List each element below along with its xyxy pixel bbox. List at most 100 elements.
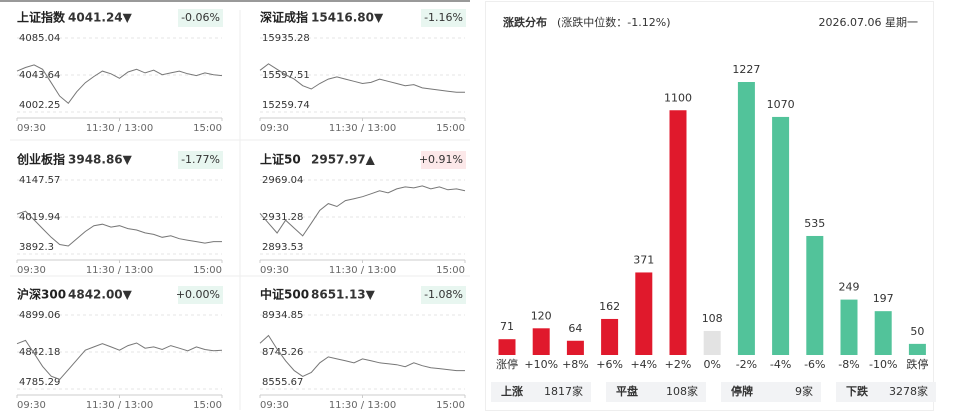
- y-tick-label: 8745.26: [262, 347, 303, 358]
- index-change: -1.08%: [424, 288, 463, 301]
- index-price: 2957.97▲: [311, 153, 376, 167]
- category-label: +2%: [665, 358, 692, 371]
- y-tick-label: 4002.25: [19, 100, 60, 111]
- x-tick-label: 11:30 / 13:00: [329, 265, 396, 276]
- y-tick-label: 4085.04: [19, 33, 60, 44]
- x-tick-label: 09:30: [17, 123, 46, 134]
- bar: [532, 328, 550, 355]
- category-label: -6%: [804, 358, 825, 371]
- y-tick-label: 4842.18: [19, 347, 60, 358]
- index-price: 8651.13▼: [311, 288, 376, 302]
- category-label: +4%: [630, 358, 657, 371]
- y-tick-label: 15935.28: [262, 33, 310, 44]
- change-box: [178, 9, 223, 27]
- x-tick-label: 15:00: [436, 400, 465, 411]
- left-panel: [0, 0, 470, 415]
- x-tick-label: 09:30: [260, 265, 289, 276]
- y-tick-label: 8934.85: [262, 310, 303, 321]
- bar: [703, 330, 721, 355]
- index-price: 4842.00▼: [68, 288, 133, 302]
- index-change: -1.77%: [181, 153, 220, 166]
- index-change: -1.16%: [424, 11, 463, 24]
- price-line: [259, 185, 466, 237]
- category-label: -10%: [869, 358, 897, 371]
- y-tick-label: 4019.94: [19, 212, 60, 223]
- bar: [840, 299, 858, 355]
- index-name: 中证500: [260, 287, 309, 302]
- x-tick-label: 09:30: [260, 123, 289, 134]
- date: 2026.07.06 星期一: [819, 16, 918, 29]
- price-line: [16, 339, 223, 380]
- summary-value: 3278家: [889, 384, 928, 398]
- bar-value-label: 1100: [664, 91, 692, 104]
- x-tick-label: 15:00: [436, 123, 465, 134]
- bar-value-label: 120: [531, 309, 552, 322]
- bar-value-label: 162: [599, 300, 620, 313]
- bar-value-label: 50: [910, 325, 924, 338]
- index-change: +0.00%: [176, 288, 220, 301]
- x-tick-label: 11:30 / 13:00: [86, 400, 153, 411]
- summary-value: 108家: [666, 384, 698, 398]
- index-price: 4041.24▼: [68, 11, 133, 25]
- bar: [772, 116, 790, 355]
- price-line: [259, 334, 465, 377]
- price-line: [16, 64, 223, 105]
- bar-value-label: 535: [804, 217, 825, 230]
- x-tick-label: 15:00: [193, 265, 222, 276]
- index-name: 创业板指: [16, 152, 65, 167]
- bar: [737, 82, 755, 355]
- change-box: [421, 9, 466, 27]
- bar-value-label: 371: [633, 253, 654, 266]
- summary-label: 停牌: [731, 384, 753, 398]
- summary-box: [606, 382, 706, 402]
- x-tick-label: 09:30: [260, 400, 289, 411]
- x-tick-label: 15:00: [436, 265, 465, 276]
- change-box: [421, 286, 466, 304]
- y-tick-label: 2893.53: [262, 242, 303, 253]
- summary-value: 9家: [795, 384, 813, 398]
- y-tick-label: 4043.64: [19, 70, 60, 81]
- change-box: [178, 151, 223, 169]
- bar-value-label: 1227: [732, 63, 760, 76]
- x-tick-label: 11:30 / 13:00: [86, 265, 153, 276]
- summary-label: 下跌: [846, 384, 869, 398]
- y-tick-label: 4899.06: [19, 310, 60, 321]
- bar-value-label: 1070: [767, 98, 795, 111]
- bar: [874, 311, 892, 355]
- x-tick-label: 11:30 / 13:00: [329, 400, 396, 411]
- bar: [669, 110, 687, 356]
- summary-box: [836, 382, 936, 402]
- bar: [635, 272, 653, 355]
- y-tick-label: 8555.67: [262, 377, 303, 388]
- y-tick-label: 15259.74: [262, 100, 310, 111]
- summary-box: [721, 382, 821, 402]
- index-name: 上证指数: [17, 10, 66, 25]
- bar: [806, 235, 824, 355]
- y-tick-label: 2931.28: [262, 212, 303, 223]
- summary-box: [491, 382, 591, 402]
- category-label: 0%: [703, 358, 720, 371]
- summary-label: 上涨: [501, 384, 523, 398]
- y-tick-label: 3892.3: [19, 242, 54, 253]
- category-label: +6%: [596, 358, 623, 371]
- x-tick-label: 11:30 / 13:00: [329, 123, 396, 134]
- index-name: 上证50: [260, 152, 301, 167]
- bar-value-label: 108: [702, 312, 723, 325]
- change-box: [178, 286, 223, 304]
- index-price: 15416.80▼: [311, 11, 384, 25]
- bar-value-label: 197: [873, 292, 894, 305]
- price-line: [259, 63, 465, 93]
- bar-value-label: 249: [839, 281, 860, 294]
- x-tick-label: 15:00: [193, 400, 222, 411]
- category-label: 跌停: [906, 357, 928, 371]
- category-label: 涨停: [496, 357, 518, 371]
- bar-value-label: 71: [500, 320, 514, 333]
- y-tick-label: 15597.51: [262, 70, 310, 81]
- y-tick-label: 4147.57: [19, 175, 60, 186]
- bar: [601, 318, 619, 355]
- y-tick-label: 4785.29: [19, 377, 60, 388]
- index-change: -0.06%: [181, 11, 220, 24]
- x-tick-label: 15:00: [193, 123, 222, 134]
- change-box: [421, 151, 466, 169]
